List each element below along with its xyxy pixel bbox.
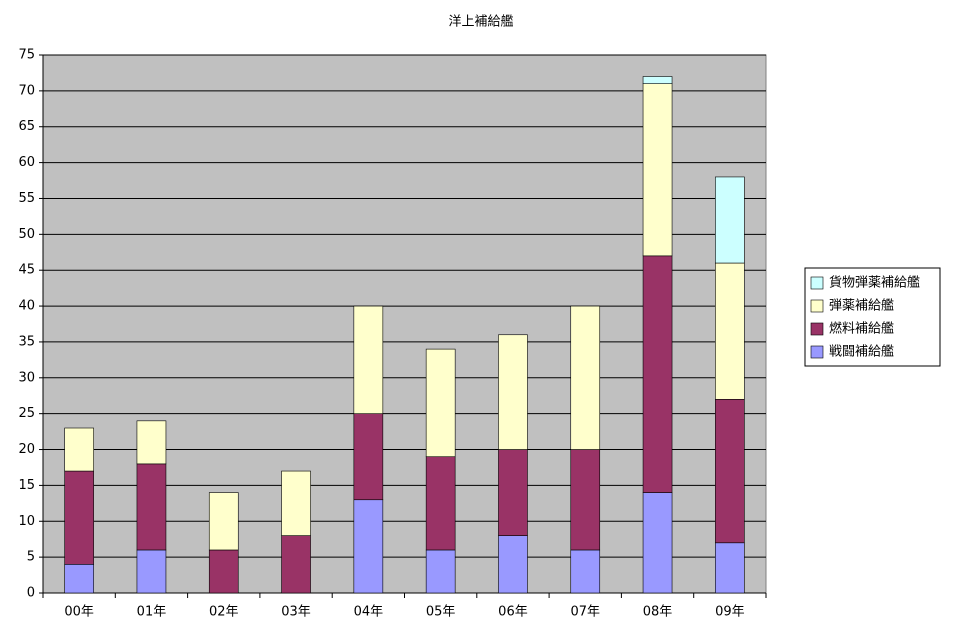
- bar-segment: [281, 470, 311, 536]
- y-tick-label: 5: [27, 550, 35, 565]
- bar-segment: [642, 83, 673, 257]
- y-tick-label: 25: [18, 406, 35, 421]
- legend-swatch: [810, 345, 824, 359]
- bar-segment: [64, 470, 94, 565]
- x-tick-label: 06年: [498, 605, 528, 620]
- bar-segment: [715, 262, 745, 400]
- bar-segment: [570, 305, 601, 450]
- bar-segment: [642, 255, 673, 493]
- bar-segment: [425, 348, 456, 458]
- y-tick-label: 40: [18, 299, 35, 314]
- bar-segment: [570, 449, 601, 551]
- y-tick-label: 45: [18, 263, 35, 278]
- legend-swatch: [810, 299, 824, 313]
- y-tick-label: 0: [27, 586, 35, 601]
- bar-segment: [64, 427, 94, 472]
- bar-segment: [425, 456, 456, 551]
- bar-segment: [64, 564, 94, 594]
- bar-segment: [353, 499, 384, 594]
- legend-label: 燃料補給艦: [829, 321, 894, 337]
- y-tick-label: 10: [18, 514, 35, 529]
- legend-swatch: [810, 322, 824, 336]
- x-tick-label: 09年: [715, 605, 745, 620]
- bar-segment: [425, 549, 456, 594]
- bar-segment: [136, 463, 167, 551]
- x-tick-label: 01年: [137, 605, 167, 620]
- bar-segment: [136, 420, 167, 465]
- bar-segment: [498, 535, 528, 594]
- y-tick-label: 55: [18, 191, 35, 206]
- legend-label: 戦闘補給艦: [829, 345, 894, 360]
- bar-segment: [136, 549, 167, 594]
- chart-title: 洋上補給艦: [448, 15, 513, 30]
- x-tick-label: 00年: [64, 605, 94, 620]
- y-tick-label: 20: [18, 442, 35, 457]
- bar-segment: [642, 76, 673, 84]
- bar-segment: [208, 492, 239, 551]
- legend-box: [804, 267, 941, 367]
- bar-segment: [715, 176, 745, 264]
- y-tick-label: 60: [18, 155, 35, 170]
- legend-label: 貨物弾薬補給艦: [829, 275, 920, 291]
- x-tick-label: 07年: [570, 605, 600, 620]
- x-tick-label: 04年: [354, 605, 384, 620]
- y-tick-label: 15: [18, 478, 35, 493]
- legend-label: 弾薬補給艦: [829, 299, 894, 314]
- bar-segment: [715, 399, 745, 544]
- y-tick-label: 35: [18, 334, 35, 349]
- bar-segment: [353, 305, 384, 414]
- y-tick-label: 30: [18, 370, 35, 385]
- legend-swatch: [810, 276, 824, 290]
- bar-segment: [353, 413, 384, 501]
- bar-segment: [498, 449, 528, 536]
- y-tick-label: 50: [18, 227, 35, 242]
- bar-segment: [281, 535, 311, 594]
- y-tick-label: 70: [18, 83, 35, 98]
- x-tick-label: 03年: [281, 605, 311, 620]
- y-tick-label: 75: [18, 48, 35, 63]
- x-tick-label: 02年: [209, 605, 239, 620]
- bar-segment: [570, 549, 601, 594]
- x-tick-label: 08年: [643, 605, 673, 620]
- y-tick-label: 65: [18, 119, 35, 134]
- bar-segment: [715, 542, 745, 594]
- x-tick-label: 05年: [426, 605, 456, 620]
- bar-segment: [208, 549, 239, 594]
- bar-segment: [498, 334, 528, 450]
- bar-segment: [642, 492, 673, 594]
